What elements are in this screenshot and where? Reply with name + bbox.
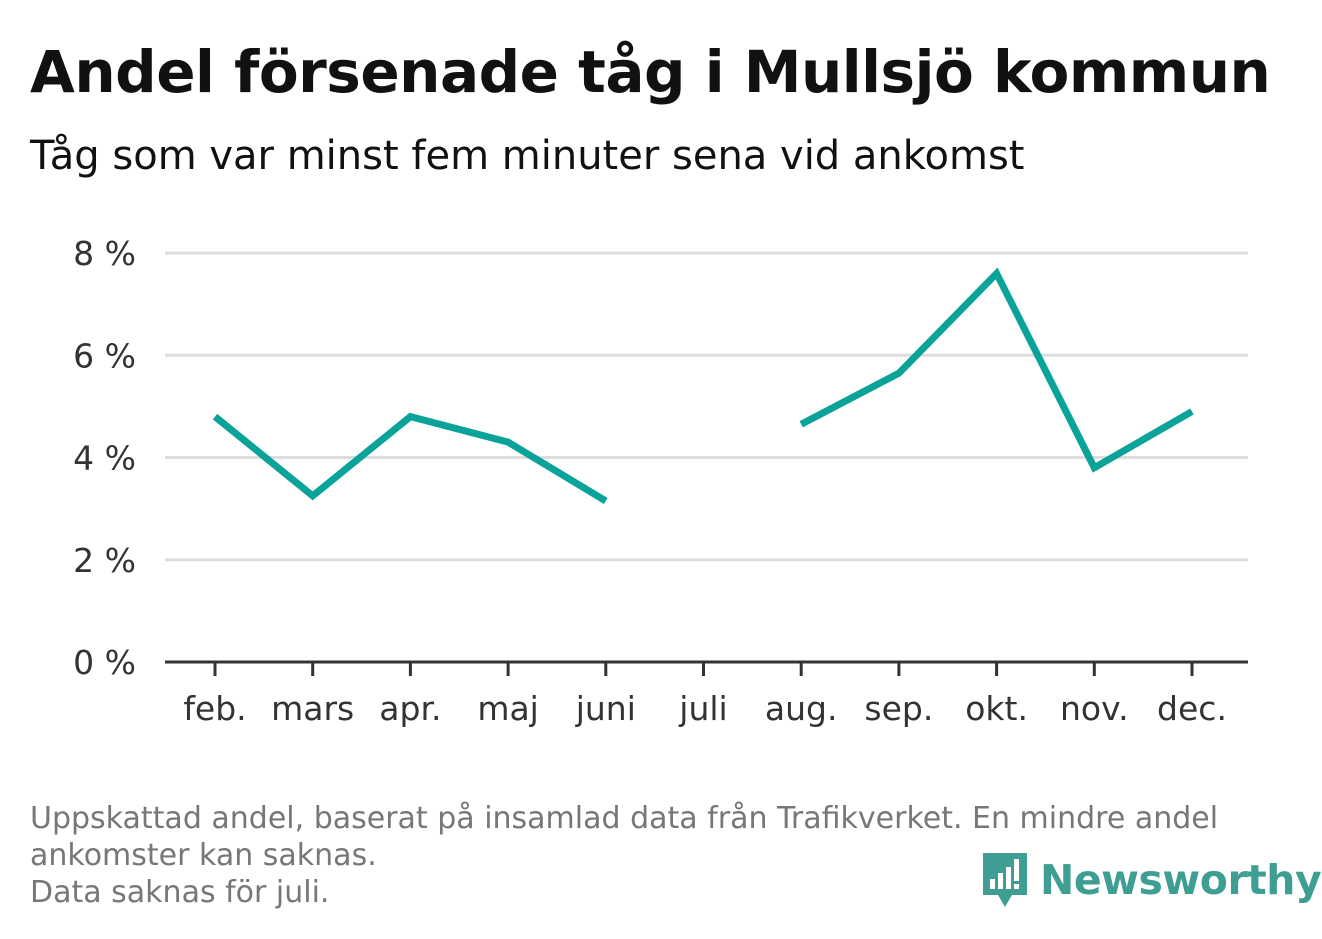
brand-logo: Newsworthy [980,850,1322,910]
footnote-line-2: ankomster kan saknas. [30,838,377,873]
series-line-segment [799,267,1194,473]
x-tick-label: apr. [379,689,441,728]
newsworthy-logo-icon [983,853,1027,907]
x-tick-label: nov. [1060,689,1129,728]
chart-title: Andel försenade tåg i Mullsjö kommun [30,38,1271,106]
y-tick-label: 6 % [73,336,136,375]
x-tick-label: maj [477,689,539,728]
x-tick-label: juli [678,689,727,728]
y-tick-label: 0 % [73,643,136,682]
y-tick-label: 8 % [73,234,136,273]
x-tick-label: juni [575,689,636,728]
x-axis: feb. mars apr. maj juni juli aug. sep. okt. nov. d… [165,660,1248,728]
footnote-line-3: Data saknas för juli. [30,875,330,910]
series-lines [212,267,1194,504]
footnote-line-1: Uppskattad andel, baserat på insamlad da… [30,801,1219,836]
y-axis-ticks: 0 % 2 % 4 % 6 % 8 % [73,234,136,682]
chart-subtitle: Tåg som var minst fem minuter sena vid a… [30,133,1025,179]
x-tick-label: okt. [965,689,1028,728]
x-tick-label: dec. [1157,689,1227,728]
y-tick-label: 2 % [73,541,136,580]
grid-lines [165,251,1248,562]
y-tick-label: 4 % [73,439,136,478]
footnote: Uppskattad andel, baserat på insamlad da… [30,800,1280,911]
x-tick-label: sep. [864,689,933,728]
x-tick-label: aug. [765,689,838,728]
brand-name: Newsworthy [1040,856,1322,904]
x-tick-label: mars [271,689,354,728]
x-tick-label: feb. [183,689,246,728]
